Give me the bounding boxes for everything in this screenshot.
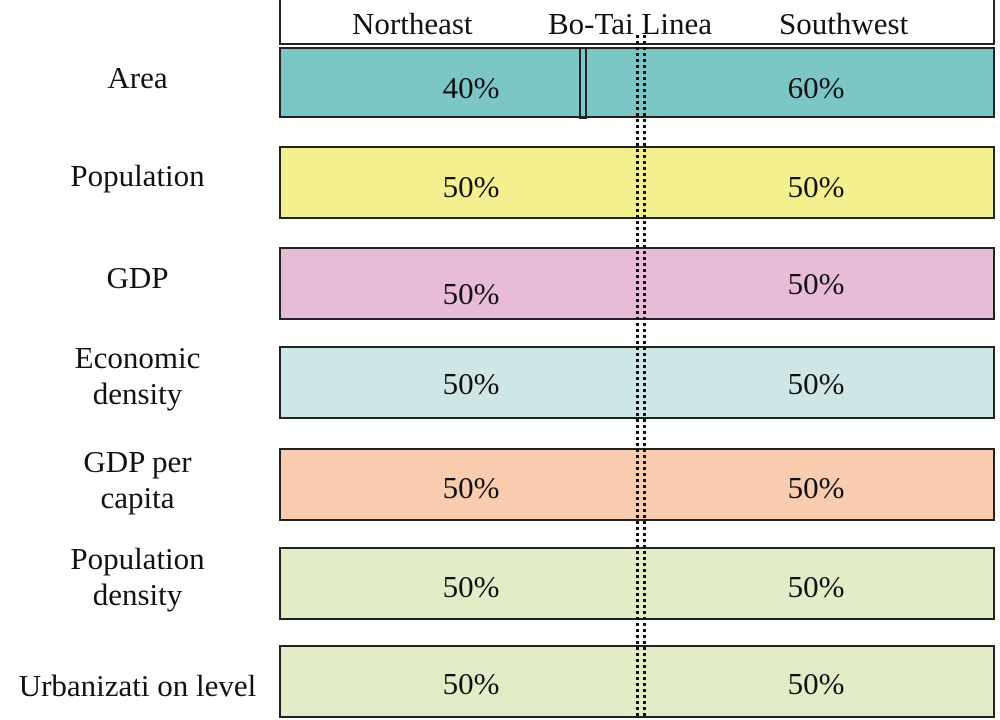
row-label-population-density: Population density — [70, 541, 205, 612]
bo-tai-line-divider — [636, 35, 646, 716]
gdp-per-capita-southwest-value: 50% — [787, 470, 845, 505]
row-label-area: Area — [107, 60, 168, 95]
area-northeast-value: 40% — [442, 70, 500, 105]
economic-density-northeast-value: 50% — [442, 366, 500, 401]
population-southwest-value: 50% — [787, 169, 845, 204]
area-southwest-value: 60% — [787, 70, 845, 105]
gdp-northeast-value: 50% — [442, 276, 500, 311]
header-northeast: Northeast — [352, 6, 473, 41]
row-label-gdp: GDP — [106, 260, 169, 295]
row-label-population: Population — [70, 158, 205, 193]
economic-density-southwest-value: 50% — [787, 366, 845, 401]
population-northeast-value: 50% — [442, 169, 500, 204]
row-label-economic-density: Economic density — [74, 340, 201, 411]
header-bo-tai-line: Bo-Tai Linea — [548, 6, 712, 41]
row-label-urbanization-level: Urbanizati on level — [18, 668, 257, 703]
urbanization-northeast-value: 50% — [442, 666, 500, 701]
area-boundary-marker — [579, 47, 587, 119]
gdp-southwest-value: 50% — [787, 266, 845, 301]
population-density-southwest-value: 50% — [787, 569, 845, 604]
population-density-northeast-value: 50% — [442, 569, 500, 604]
row-label-gdp-per-capita: GDP per capita — [83, 444, 192, 515]
header-southwest: Southwest — [779, 6, 909, 41]
urbanization-southwest-value: 50% — [787, 666, 845, 701]
gdp-per-capita-northeast-value: 50% — [442, 470, 500, 505]
